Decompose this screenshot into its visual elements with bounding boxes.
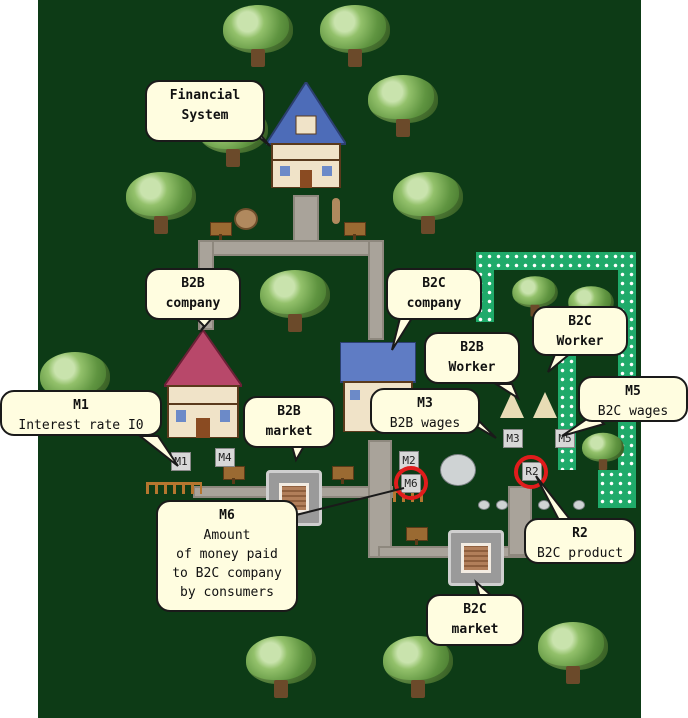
tree <box>260 270 330 334</box>
marker-label-m1: M1 <box>171 452 191 471</box>
tree <box>246 636 316 700</box>
callout-m3-text: B2B wages <box>389 416 461 431</box>
highlight-ring-m6 <box>394 466 428 500</box>
tree <box>538 622 608 686</box>
callout-r2: R2 B2C product <box>524 518 636 564</box>
signpost <box>210 222 232 240</box>
callout-m5-text: B2C wages <box>597 404 669 419</box>
callout-b2c-company: B2C company <box>386 268 482 320</box>
callout-b2c-market: B2C market <box>426 594 524 646</box>
callout-m6-title: M6 <box>219 508 235 523</box>
tree <box>223 5 293 69</box>
fence <box>146 482 202 494</box>
callout-m1-text: Interest rate I0 <box>18 418 144 433</box>
callout-b2b-market: B2B market <box>243 396 335 448</box>
callout-r2-title: R2 <box>572 526 588 541</box>
statue <box>332 198 340 224</box>
callout-m3-title: M3 <box>417 396 433 411</box>
b2b-worker-tent <box>500 392 524 418</box>
callout-m5-title: M5 <box>625 384 641 399</box>
tree <box>368 75 438 139</box>
game-map <box>38 0 641 718</box>
b2b-company-building <box>162 328 244 439</box>
callout-m6-text: Amount of money paid to B2C company by c… <box>172 528 282 600</box>
signpost <box>332 466 354 484</box>
callout-b2b-worker: B2B Worker <box>424 332 520 384</box>
rock <box>538 500 550 510</box>
rock <box>496 500 508 510</box>
tree <box>393 172 463 236</box>
callout-m1-title: M1 <box>73 398 89 413</box>
signpost <box>223 466 245 484</box>
callout-b2c-worker: B2C Worker <box>532 306 628 356</box>
rock <box>478 500 490 510</box>
rock <box>573 500 585 510</box>
tree <box>582 432 624 471</box>
path-top-vertical <box>293 195 319 245</box>
marker-label-m3: M3 <box>503 429 523 448</box>
rock <box>440 454 476 486</box>
path-center-vertical <box>368 440 392 558</box>
marker-label-m4: M4 <box>215 448 235 467</box>
callout-financial-system: Financial System <box>145 80 265 142</box>
tree <box>320 5 390 69</box>
callout-m5: M5 B2C wages <box>578 376 688 422</box>
highlight-ring-r2 <box>514 455 548 489</box>
fountain <box>234 208 258 230</box>
marker-label-m2: M2 <box>399 451 419 470</box>
path-right-vertical <box>368 240 384 340</box>
callout-m6: M6 Amount of money paid to B2C company b… <box>156 500 298 612</box>
signpost <box>344 222 366 240</box>
tree <box>126 172 196 236</box>
b2c-worker-tent <box>533 392 557 418</box>
financial-system-building <box>264 80 348 189</box>
hedge-top <box>476 252 636 270</box>
callout-b2b-company: B2B company <box>145 268 241 320</box>
signpost <box>406 527 428 545</box>
hedge-bottom <box>598 470 636 508</box>
b2c-market-plaza <box>448 530 504 586</box>
callout-r2-text: B2C product <box>536 546 624 561</box>
path-top-horizontal <box>198 240 384 256</box>
callout-m1: M1 Interest rate I0 <box>0 390 162 436</box>
callout-m3: M3 B2B wages <box>370 388 480 434</box>
marker-label-m5: M5 <box>555 429 575 448</box>
